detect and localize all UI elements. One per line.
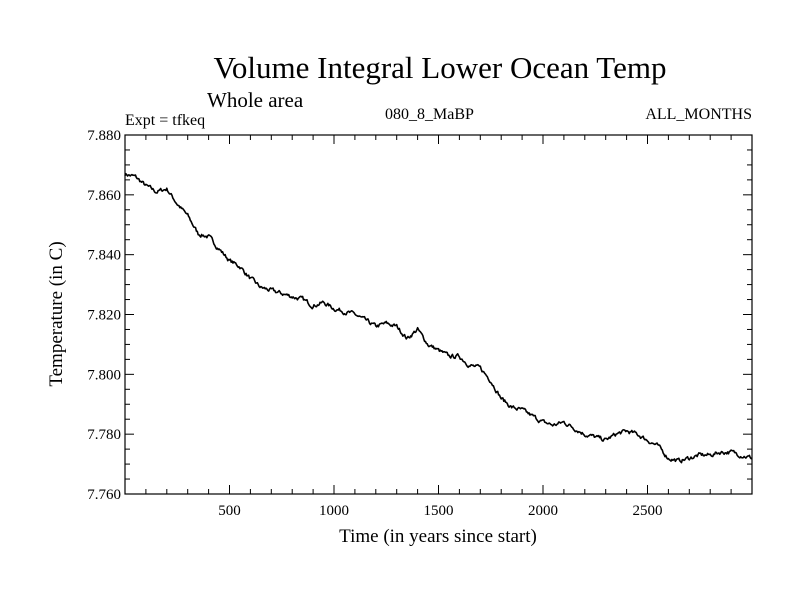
y-tick-label: 7.780 bbox=[87, 427, 121, 443]
y-ticks: 7.760 7.780 7.800 7.820 7.840 7.860 7.880 bbox=[87, 128, 752, 503]
x-tick-label: 1000 bbox=[319, 503, 349, 519]
expt-label: Expt = tfkeq bbox=[125, 112, 205, 129]
plot-frame bbox=[124, 134, 753, 495]
y-tick-label: 7.800 bbox=[87, 367, 121, 383]
x-tick-label: 1500 bbox=[424, 503, 454, 519]
x-ticks: 500 1000 1500 2000 2500 bbox=[145, 135, 732, 519]
series-line bbox=[124, 172, 753, 464]
chart-subtitle: Whole area bbox=[207, 88, 304, 112]
x-axis-label: Time (in years since start) bbox=[339, 526, 537, 547]
y-axis-label: Temperature (in C) bbox=[46, 241, 67, 386]
x-tick-label: 2500 bbox=[633, 503, 663, 519]
x-tick-label: 2000 bbox=[528, 503, 558, 519]
chart-title: Volume Integral Lower Ocean Temp bbox=[214, 50, 667, 85]
months-label: ALL_MONTHS bbox=[645, 106, 752, 123]
run-label: 080_8_MaBP bbox=[385, 106, 474, 123]
x-tick-label: 500 bbox=[218, 503, 241, 519]
y-tick-label: 7.820 bbox=[87, 308, 121, 324]
y-tick-label: 7.840 bbox=[87, 248, 121, 264]
y-tick-label: 7.880 bbox=[87, 128, 121, 144]
y-tick-label: 7.760 bbox=[87, 487, 121, 503]
y-tick-label: 7.860 bbox=[87, 188, 121, 204]
